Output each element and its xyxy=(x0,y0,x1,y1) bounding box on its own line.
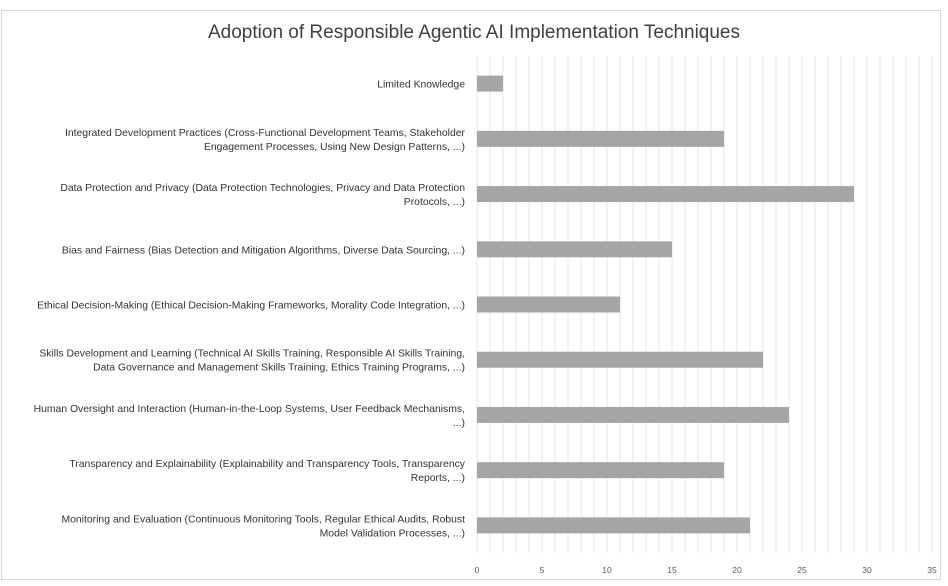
bars xyxy=(477,75,854,534)
bar xyxy=(477,241,672,258)
x-tick-label: 10 xyxy=(602,565,612,575)
x-tick-label: 25 xyxy=(797,565,807,575)
category-label: Engagement Processes, Using New Design P… xyxy=(204,142,465,153)
chart-title: Adoption of Responsible Agentic AI Imple… xyxy=(208,22,740,43)
x-tick-labels: 0 5 10 15 20 25 30 35 xyxy=(475,565,937,575)
bar xyxy=(477,351,763,368)
category-label: Ethical Decision-Making (Ethical Decisio… xyxy=(37,301,465,312)
category-label: Reports, ...) xyxy=(411,473,465,484)
category-labels: Limited Knowledge Integrated Development … xyxy=(34,80,466,540)
category-label: Model Validation Processes, ...) xyxy=(320,528,465,539)
bar xyxy=(477,462,724,479)
category-label: Protocols, ...) xyxy=(404,197,465,208)
bar xyxy=(477,517,750,534)
x-tick-label: 35 xyxy=(927,565,937,575)
x-tick-label: 30 xyxy=(862,565,872,575)
bar xyxy=(477,75,503,92)
category-label: Bias and Fairness (Bias Detection and Mi… xyxy=(62,245,465,256)
x-tick-label: 15 xyxy=(667,565,677,575)
category-label: Integrated Development Practices (Cross-… xyxy=(65,128,466,139)
category-label: Data Governance and Management Skills Tr… xyxy=(93,363,465,374)
bar xyxy=(477,296,620,313)
bar xyxy=(477,186,854,203)
category-label: Human Oversight and Interaction (Human-i… xyxy=(34,404,465,415)
x-tick-label: 5 xyxy=(540,565,545,575)
category-label: Transparency and Explainability (Explain… xyxy=(69,459,465,470)
chart-frame xyxy=(1,10,941,580)
bar xyxy=(477,406,789,423)
category-label: Limited Knowledge xyxy=(377,80,465,91)
category-label: ...) xyxy=(453,418,465,429)
x-tick-label: 20 xyxy=(732,565,742,575)
bar xyxy=(477,130,724,147)
category-label: Monitoring and Evaluation (Continuous Mo… xyxy=(61,514,465,525)
category-label: Data Protection and Privacy (Data Protec… xyxy=(60,183,465,194)
x-tick-label: 0 xyxy=(475,565,480,575)
category-label: Skills Development and Learning (Technic… xyxy=(39,349,465,360)
